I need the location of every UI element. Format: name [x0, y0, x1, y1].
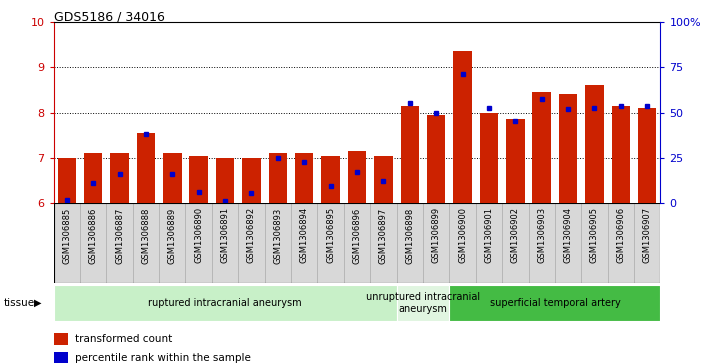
Text: GSM1306901: GSM1306901: [484, 207, 493, 263]
Bar: [585, 85, 604, 203]
Bar: [54, 333, 68, 345]
Text: GSM1306890: GSM1306890: [194, 207, 203, 264]
Text: ▶: ▶: [34, 298, 42, 308]
Text: GSM1306899: GSM1306899: [432, 207, 441, 264]
Bar: [480, 113, 498, 203]
Bar: [638, 108, 656, 203]
Text: GSM1306895: GSM1306895: [326, 207, 335, 264]
Text: GSM1306891: GSM1306891: [221, 207, 230, 264]
Bar: [163, 154, 181, 203]
Text: GSM1306889: GSM1306889: [168, 207, 177, 264]
Text: GSM1306886: GSM1306886: [89, 207, 98, 264]
Text: GSM1306896: GSM1306896: [353, 207, 361, 264]
Text: GSM1306892: GSM1306892: [247, 207, 256, 264]
Text: transformed count: transformed count: [75, 334, 172, 344]
Text: percentile rank within the sample: percentile rank within the sample: [75, 354, 251, 363]
Text: GSM1306893: GSM1306893: [273, 207, 282, 264]
Text: unruptured intracranial
aneurysm: unruptured intracranial aneurysm: [366, 292, 480, 314]
Bar: [401, 106, 419, 203]
Bar: [58, 158, 76, 203]
Bar: [612, 106, 630, 203]
Text: GSM1306906: GSM1306906: [616, 207, 625, 264]
Bar: [427, 115, 446, 203]
Text: GSM1306903: GSM1306903: [537, 207, 546, 264]
Bar: [533, 92, 551, 203]
Bar: [449, 285, 660, 321]
Bar: [559, 94, 578, 203]
Bar: [374, 156, 393, 203]
Bar: [110, 154, 129, 203]
Text: GSM1306900: GSM1306900: [458, 207, 467, 263]
Bar: [396, 285, 449, 321]
Bar: [506, 119, 525, 203]
Bar: [136, 133, 155, 203]
Text: GSM1306887: GSM1306887: [115, 207, 124, 264]
Bar: [453, 51, 472, 203]
Text: GSM1306898: GSM1306898: [406, 207, 414, 264]
Bar: [54, 285, 396, 321]
Bar: [268, 154, 287, 203]
Text: ruptured intracranial aneurysm: ruptured intracranial aneurysm: [149, 298, 302, 308]
Text: GSM1306905: GSM1306905: [590, 207, 599, 263]
Text: GSM1306907: GSM1306907: [643, 207, 652, 264]
Bar: [54, 352, 68, 363]
Text: GSM1306894: GSM1306894: [300, 207, 308, 264]
Bar: [84, 154, 102, 203]
Text: GSM1306902: GSM1306902: [511, 207, 520, 263]
Text: GSM1306904: GSM1306904: [563, 207, 573, 263]
Text: tissue: tissue: [4, 298, 35, 308]
Text: GSM1306897: GSM1306897: [379, 207, 388, 264]
Bar: [216, 158, 234, 203]
Bar: [295, 154, 313, 203]
Text: GSM1306885: GSM1306885: [62, 207, 71, 264]
Text: superficial temporal artery: superficial temporal artery: [490, 298, 620, 308]
Bar: [189, 156, 208, 203]
Text: GSM1306888: GSM1306888: [141, 207, 151, 264]
Bar: [348, 151, 366, 203]
Text: GDS5186 / 34016: GDS5186 / 34016: [54, 11, 164, 24]
Bar: [321, 156, 340, 203]
Bar: [242, 158, 261, 203]
